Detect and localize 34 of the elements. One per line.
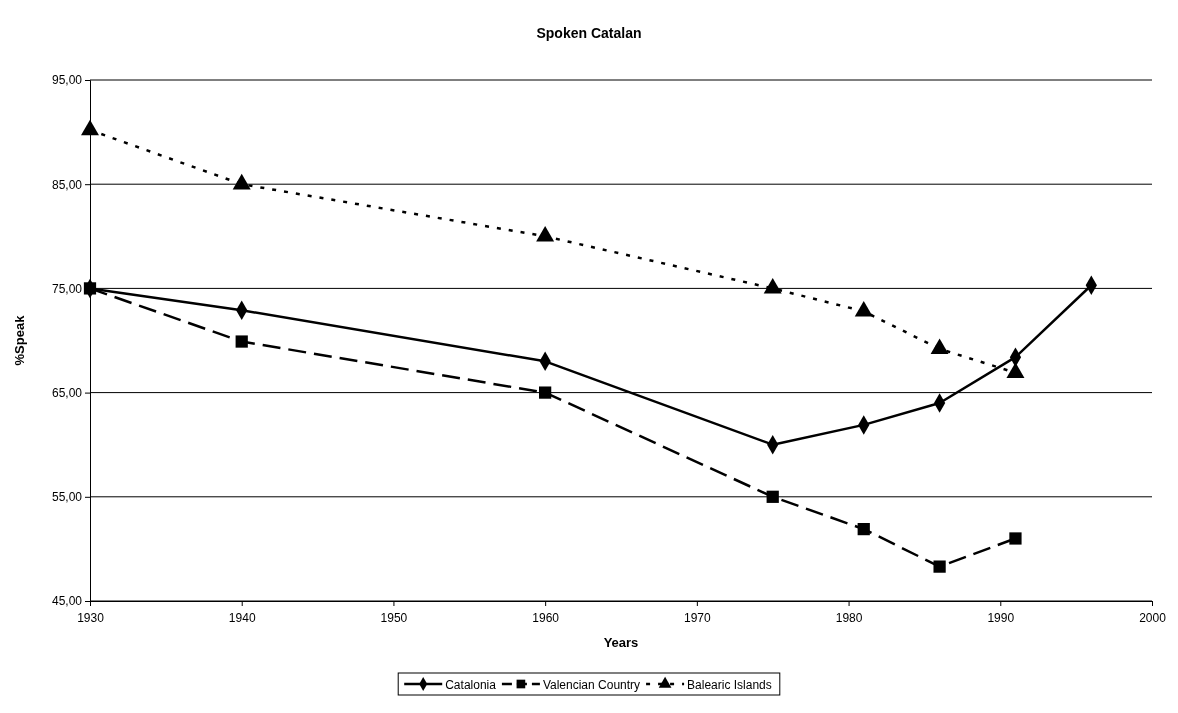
point — [539, 386, 552, 399]
point — [857, 522, 870, 536]
point — [81, 119, 99, 136]
point — [1006, 362, 1025, 378]
x-tick-label: 1940 — [228, 611, 256, 626]
y-axis-title: %Speak — [12, 314, 27, 366]
point — [766, 490, 779, 503]
chart-title: Spoken Catalan — [536, 25, 642, 41]
y-tick-label: 85,00 — [51, 177, 83, 192]
x-tick-label: 1970 — [684, 611, 712, 626]
legend-label: Balearic Islands — [687, 677, 772, 692]
y-tick-label: 75,00 — [51, 281, 83, 296]
point — [763, 278, 782, 294]
legend-label: Valencian Country — [542, 677, 641, 692]
point — [933, 560, 946, 573]
y-tick-label: 45,00 — [51, 594, 83, 609]
x-axis-title: Years — [603, 635, 639, 650]
point — [232, 173, 251, 190]
x-tick-label: 2000 — [1139, 611, 1167, 626]
point — [854, 300, 873, 317]
point — [536, 225, 555, 242]
y-tick-label: 95,00 — [51, 73, 83, 88]
x-tick-label: 1980 — [835, 611, 863, 626]
point — [235, 335, 248, 348]
x-tick-label: 1950 — [380, 611, 408, 626]
y-tick-label: 65,00 — [51, 385, 83, 400]
point — [1009, 532, 1022, 545]
x-tick-label: 1930 — [77, 611, 105, 626]
legend-label: Catalonia — [445, 677, 497, 692]
point — [83, 282, 97, 295]
y-tick-label: 55,00 — [51, 490, 83, 505]
point — [930, 338, 949, 355]
x-tick-label: 1960 — [532, 611, 560, 626]
x-tick-label: 1990 — [987, 611, 1015, 626]
